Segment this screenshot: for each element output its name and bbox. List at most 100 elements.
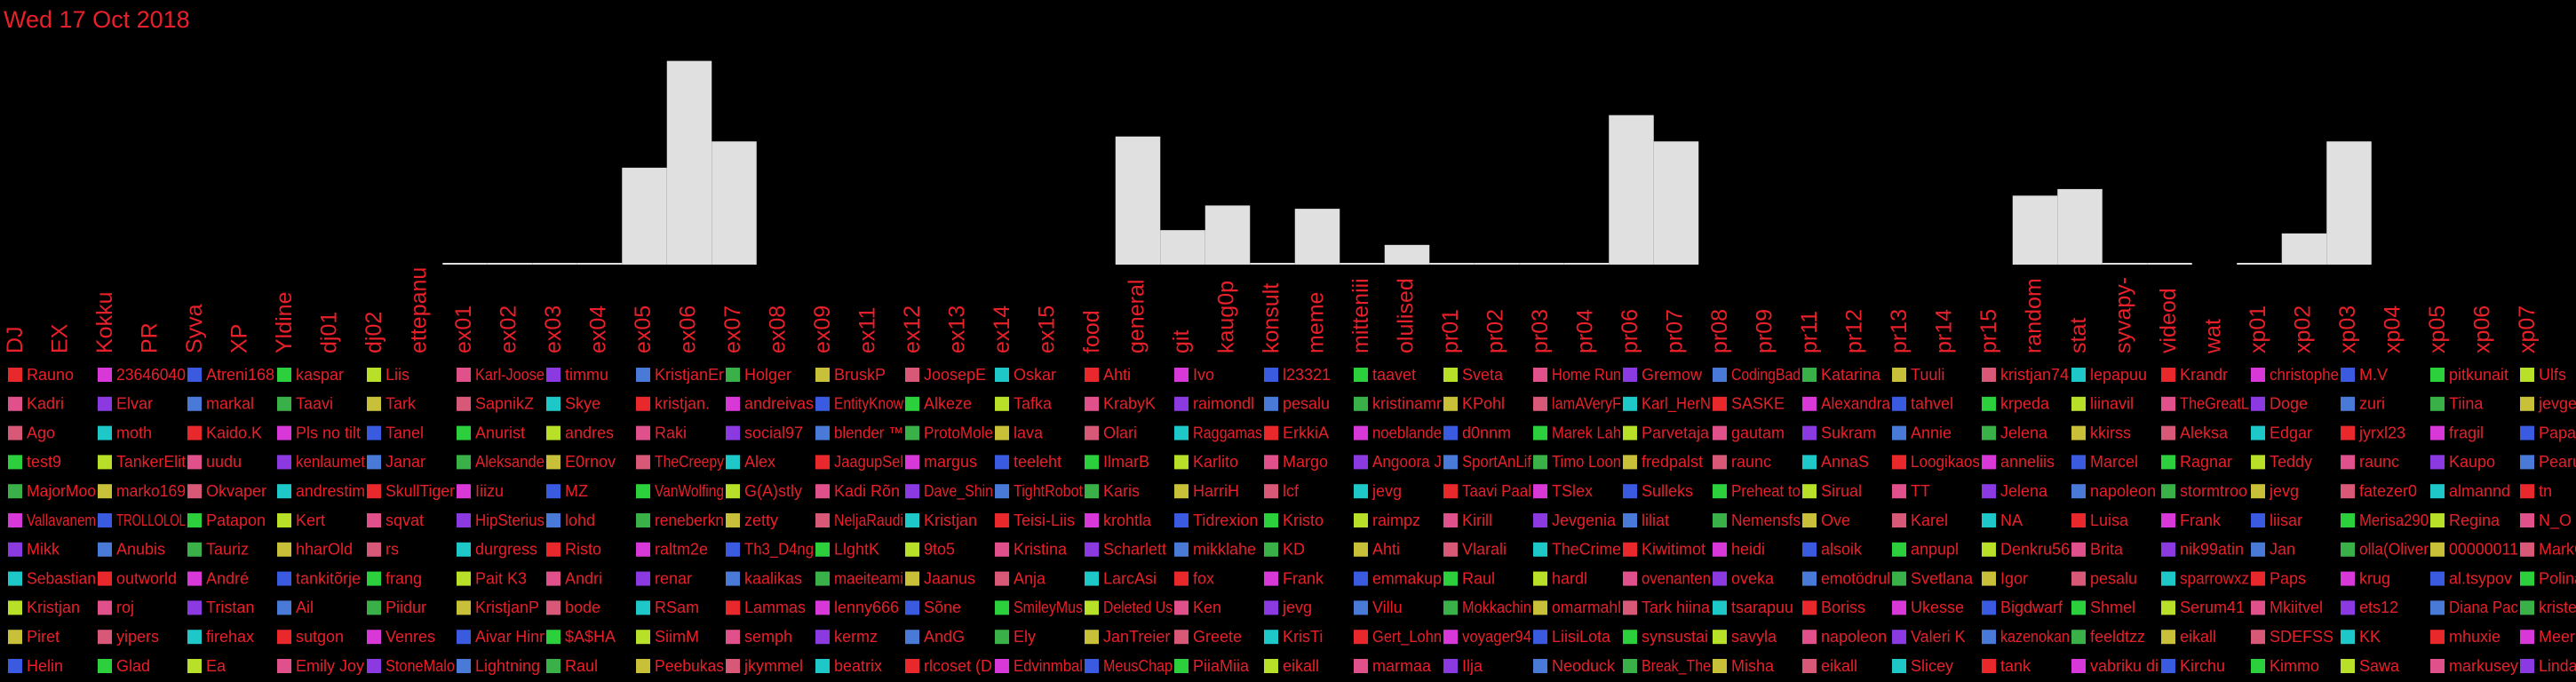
legend-swatch (995, 425, 1009, 440)
legend-swatch (277, 396, 291, 411)
legend-swatch (2071, 425, 2086, 440)
legend-label: Tanel (386, 424, 424, 441)
legend-swatch (1623, 600, 1637, 615)
legend-swatch (1713, 513, 1727, 527)
legend-swatch (726, 455, 740, 470)
legend-label: outworld (116, 569, 177, 587)
legend-label: Okvaper (206, 482, 266, 500)
legend-swatch (98, 542, 112, 557)
legend-label: Gert_Lohn (1372, 628, 1442, 646)
legend-swatch (636, 630, 650, 645)
legend-swatch (1085, 396, 1099, 411)
legend-label: Angoora J (1372, 453, 1442, 471)
legend-label: G(A)stly (744, 482, 802, 500)
legend-swatch (1354, 368, 1368, 382)
legend-label: sparrowxz (2180, 569, 2249, 587)
legend-label: andrestim (296, 482, 365, 500)
legend-label: markal (206, 395, 254, 413)
x-tick-label: ex03 (541, 305, 566, 353)
legend-swatch (1802, 542, 1817, 557)
legend-label: Slicey (1911, 657, 1953, 675)
legend-label: NeljaRaudi (834, 512, 903, 529)
legend-label: kkirss (2090, 424, 2131, 441)
legend-swatch (815, 542, 830, 557)
legend-swatch (367, 571, 381, 586)
legend-swatch (995, 455, 1009, 470)
legend-label: lcf (1283, 482, 1300, 500)
legend-swatch (1982, 600, 1996, 615)
x-tick-label: pr02 (1483, 309, 1508, 353)
legend-label: Kaido.K (206, 424, 262, 441)
bar (1384, 244, 1430, 265)
legend-label: Merisa290 (2359, 512, 2429, 529)
legend-swatch (905, 600, 919, 615)
legend-swatch (2520, 659, 2534, 673)
legend-swatch (367, 368, 381, 382)
legend-swatch (367, 542, 381, 557)
legend-label: TSlex (1552, 482, 1593, 500)
legend-swatch (2341, 484, 2355, 499)
legend-label: AndG (924, 628, 965, 646)
legend-label: TROLLOLOL (116, 512, 186, 529)
bar (1205, 205, 1251, 265)
legend-label: Mokkachin (1462, 599, 1531, 616)
legend-swatch (1623, 571, 1637, 586)
legend-swatch (98, 513, 112, 527)
x-tick-label: kaug0p (1214, 281, 1239, 353)
legend-swatch (187, 513, 202, 527)
legend-swatch (1802, 513, 1817, 527)
legend-label: Sebastian (27, 569, 96, 587)
legend-label: synsustai (1642, 628, 1708, 646)
legend-swatch (1533, 571, 1547, 586)
legend-swatch (1802, 630, 1817, 645)
legend-label: omarmahl (1552, 599, 1621, 616)
legend-label: Sulleks (1642, 482, 1693, 500)
legend-swatch (1623, 513, 1637, 527)
legend-swatch (726, 542, 740, 557)
legend-label: Gremow (1642, 366, 1703, 384)
x-tick-label: ex09 (810, 305, 835, 353)
legend-label: ets12 (2359, 599, 2398, 616)
legend-label: Kiwitimot (1642, 541, 1705, 559)
x-tick-label: food (1079, 310, 1104, 353)
legend-label: vabriku di (2090, 657, 2159, 675)
x-tick-label: pr08 (1707, 309, 1732, 353)
legend-swatch (1623, 484, 1637, 499)
legend-label: Raki (655, 424, 687, 441)
legend-swatch (277, 368, 291, 382)
legend-swatch (1085, 513, 1099, 527)
legend-label: RSam (655, 599, 699, 616)
legend-swatch (1533, 455, 1547, 470)
legend-swatch (905, 571, 919, 586)
legend-swatch (1982, 368, 1996, 382)
x-tick-label: olulised (1394, 278, 1419, 353)
legend-label: Parvetaja (1642, 424, 1710, 441)
legend-swatch (815, 425, 830, 440)
legend-label: Taavi (296, 395, 333, 413)
legend-swatch (98, 368, 112, 382)
legend-swatch (8, 542, 22, 557)
legend-swatch (457, 571, 471, 586)
legend-swatch (995, 659, 1009, 673)
legend-label: Emily Joy (296, 657, 364, 675)
legend-swatch (2520, 600, 2534, 615)
x-tick-label: ex13 (945, 305, 970, 353)
x-tick-label: ettepanu (407, 267, 432, 353)
legend-label: emotödrul (1821, 569, 1890, 587)
legend-swatch (1623, 425, 1637, 440)
legend-label: gautam (1731, 424, 1785, 441)
legend-label: Piidur (386, 599, 426, 616)
legend-swatch (457, 513, 471, 527)
legend-swatch (2161, 630, 2175, 645)
legend-label: Pait K3 (475, 569, 527, 587)
legend-swatch (2341, 600, 2355, 615)
legend-swatch (726, 659, 740, 673)
legend-label: Sveta (1462, 366, 1504, 384)
legend-label: Elvar (116, 395, 153, 413)
legend-swatch (1892, 513, 1906, 527)
legend-swatch (1892, 455, 1906, 470)
legend-label: tank (2000, 657, 2031, 675)
legend-label: Ago (27, 424, 55, 441)
legend-swatch (2161, 368, 2175, 382)
legend-swatch (1713, 600, 1727, 615)
